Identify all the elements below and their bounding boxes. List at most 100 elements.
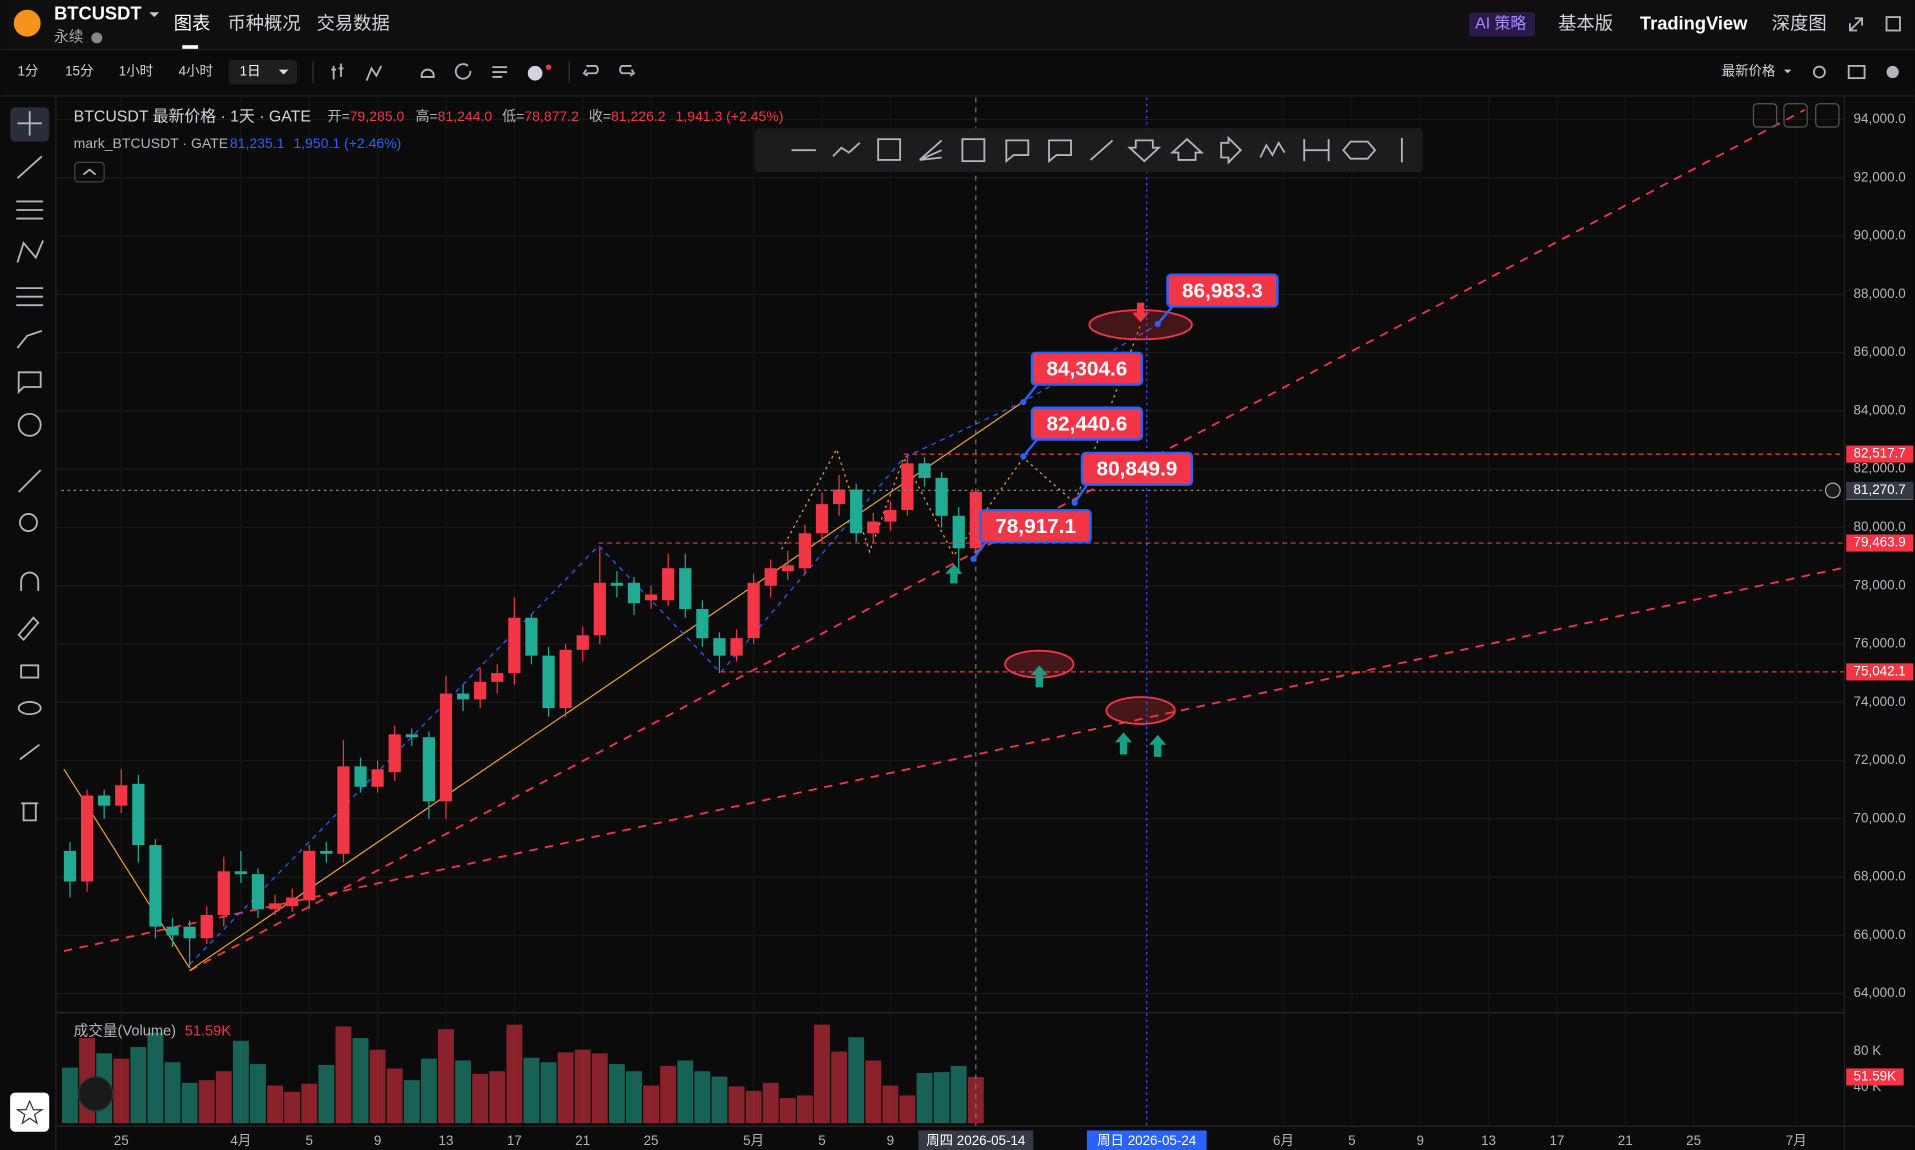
arrow-up[interactable] (1114, 732, 1133, 755)
add-alert-button[interactable] (1824, 482, 1841, 499)
interval[interactable]: 4小时 (179, 64, 213, 79)
interval-selected[interactable] (228, 59, 298, 85)
interval[interactable]: 1日 (240, 64, 261, 79)
line-tool[interactable] (16, 155, 43, 179)
tool-icon[interactable] (1089, 139, 1114, 161)
y-tick-label: 88,000.0 (1854, 286, 1906, 301)
tab[interactable]: 图表 (174, 12, 211, 33)
undo-icon[interactable] (582, 65, 599, 77)
price-type[interactable]: 最新价格 (1722, 64, 1776, 79)
tool-icon[interactable] (1220, 135, 1243, 165)
window-icon[interactable] (1885, 16, 1901, 32)
fullscreen-icon[interactable] (1848, 17, 1864, 32)
x-tick-label: 9 (887, 1133, 894, 1148)
tool-icon[interactable] (1170, 137, 1205, 161)
brush-tool[interactable] (16, 329, 43, 349)
delete-tool[interactable] (21, 802, 39, 822)
symbol[interactable]: BTCUSDT (54, 2, 141, 23)
settings-icon[interactable] (1886, 65, 1899, 79)
lock-draw-tool[interactable] (17, 616, 40, 642)
tool-icon[interactable] (1342, 140, 1377, 160)
highlight-ellipse[interactable] (1105, 696, 1176, 725)
tool-icon[interactable] (1303, 139, 1330, 162)
candle-body (474, 681, 487, 700)
tool-icon[interactable] (1005, 139, 1030, 164)
interval[interactable]: 1小时 (119, 64, 153, 79)
volume-bar (215, 1071, 232, 1124)
volume-bar (403, 1080, 420, 1124)
callout-box[interactable] (1080, 451, 1194, 486)
chart-button[interactable] (1752, 103, 1778, 128)
candle-body (867, 521, 880, 534)
crosshair-tool[interactable] (17, 111, 42, 136)
tab[interactable]: 币种概况 (227, 12, 300, 33)
replay-icon[interactable] (454, 63, 472, 80)
link-tool[interactable] (19, 743, 41, 761)
info-icon[interactable] (91, 32, 103, 44)
magnet-tool[interactable] (20, 571, 40, 591)
pattern-line[interactable] (189, 324, 1159, 965)
star-icon[interactable] (15, 1099, 44, 1125)
tab[interactable]: 交易数据 (317, 12, 390, 33)
collapse-button[interactable] (74, 161, 105, 183)
alert-icon[interactable] (420, 68, 435, 78)
volume-bar (694, 1071, 711, 1124)
x-tick-label: 5 (1348, 1133, 1355, 1148)
volume-bar (438, 1029, 454, 1124)
collapse-icon[interactable] (82, 168, 97, 176)
tool-icon[interactable] (1259, 140, 1286, 158)
callout-box[interactable] (1030, 406, 1144, 441)
volume-bar (181, 1082, 198, 1124)
camera-icon[interactable] (1847, 65, 1866, 80)
x-tick-label: 17 (507, 1133, 522, 1148)
indicator-icon[interactable] (365, 65, 383, 81)
candle-body (388, 734, 401, 773)
add-icon[interactable] (527, 65, 543, 81)
y-tick-label: 70,000.0 (1854, 810, 1906, 825)
view-basic[interactable]: 基本版 (1558, 12, 1613, 33)
zoom-tool[interactable] (19, 513, 38, 532)
arrow-up[interactable] (1030, 665, 1048, 688)
callout-box[interactable] (1030, 351, 1144, 386)
search-icon[interactable] (1812, 65, 1826, 79)
fib-tool[interactable] (16, 200, 44, 220)
trend-line[interactable] (189, 109, 1806, 972)
candle-body (80, 795, 94, 882)
dropdown-icon[interactable] (1783, 69, 1792, 74)
interval[interactable]: 1分 (17, 64, 38, 79)
tool-icon[interactable] (919, 139, 943, 161)
arrow-down[interactable] (1132, 302, 1150, 323)
volume-bar (796, 1095, 813, 1124)
tool-icon[interactable] (1048, 139, 1072, 164)
tool-icon[interactable] (832, 142, 861, 157)
emoji-tool[interactable] (17, 412, 42, 437)
favorite-button[interactable] (10, 1092, 50, 1132)
measure-tool[interactable] (16, 287, 44, 307)
arrow-up[interactable] (1149, 734, 1167, 757)
text-tool[interactable] (17, 371, 42, 395)
trend-line[interactable] (63, 566, 1844, 952)
redo-icon[interactable] (619, 65, 636, 77)
dropdown-icon[interactable] (278, 69, 289, 75)
ruler-tool[interactable] (18, 469, 42, 493)
callout-box[interactable] (979, 509, 1092, 544)
ai-strategy[interactable]: AI 策略 (1475, 15, 1526, 33)
view-depth[interactable]: 深度图 (1772, 12, 1827, 33)
chart-button[interactable] (1783, 103, 1808, 128)
view-tradingview[interactable]: TradingView (1640, 12, 1748, 33)
tool-icon[interactable] (877, 138, 902, 161)
lock-tool[interactable] (20, 664, 40, 679)
dropdown-icon[interactable] (149, 12, 160, 18)
candle-type-icon[interactable] (331, 63, 344, 80)
template-icon[interactable] (492, 66, 508, 78)
visibility-tool[interactable] (17, 701, 42, 716)
trend-line[interactable] (189, 401, 1024, 972)
ai-badge[interactable] (1469, 12, 1535, 37)
tool-icon[interactable] (1127, 139, 1162, 163)
candle-body (354, 766, 367, 787)
callout-box[interactable] (1166, 273, 1279, 308)
interval[interactable]: 15分 (65, 64, 93, 79)
chart-button[interactable] (1815, 103, 1840, 128)
pattern-tool[interactable] (16, 240, 44, 263)
tool-icon[interactable] (961, 138, 986, 163)
